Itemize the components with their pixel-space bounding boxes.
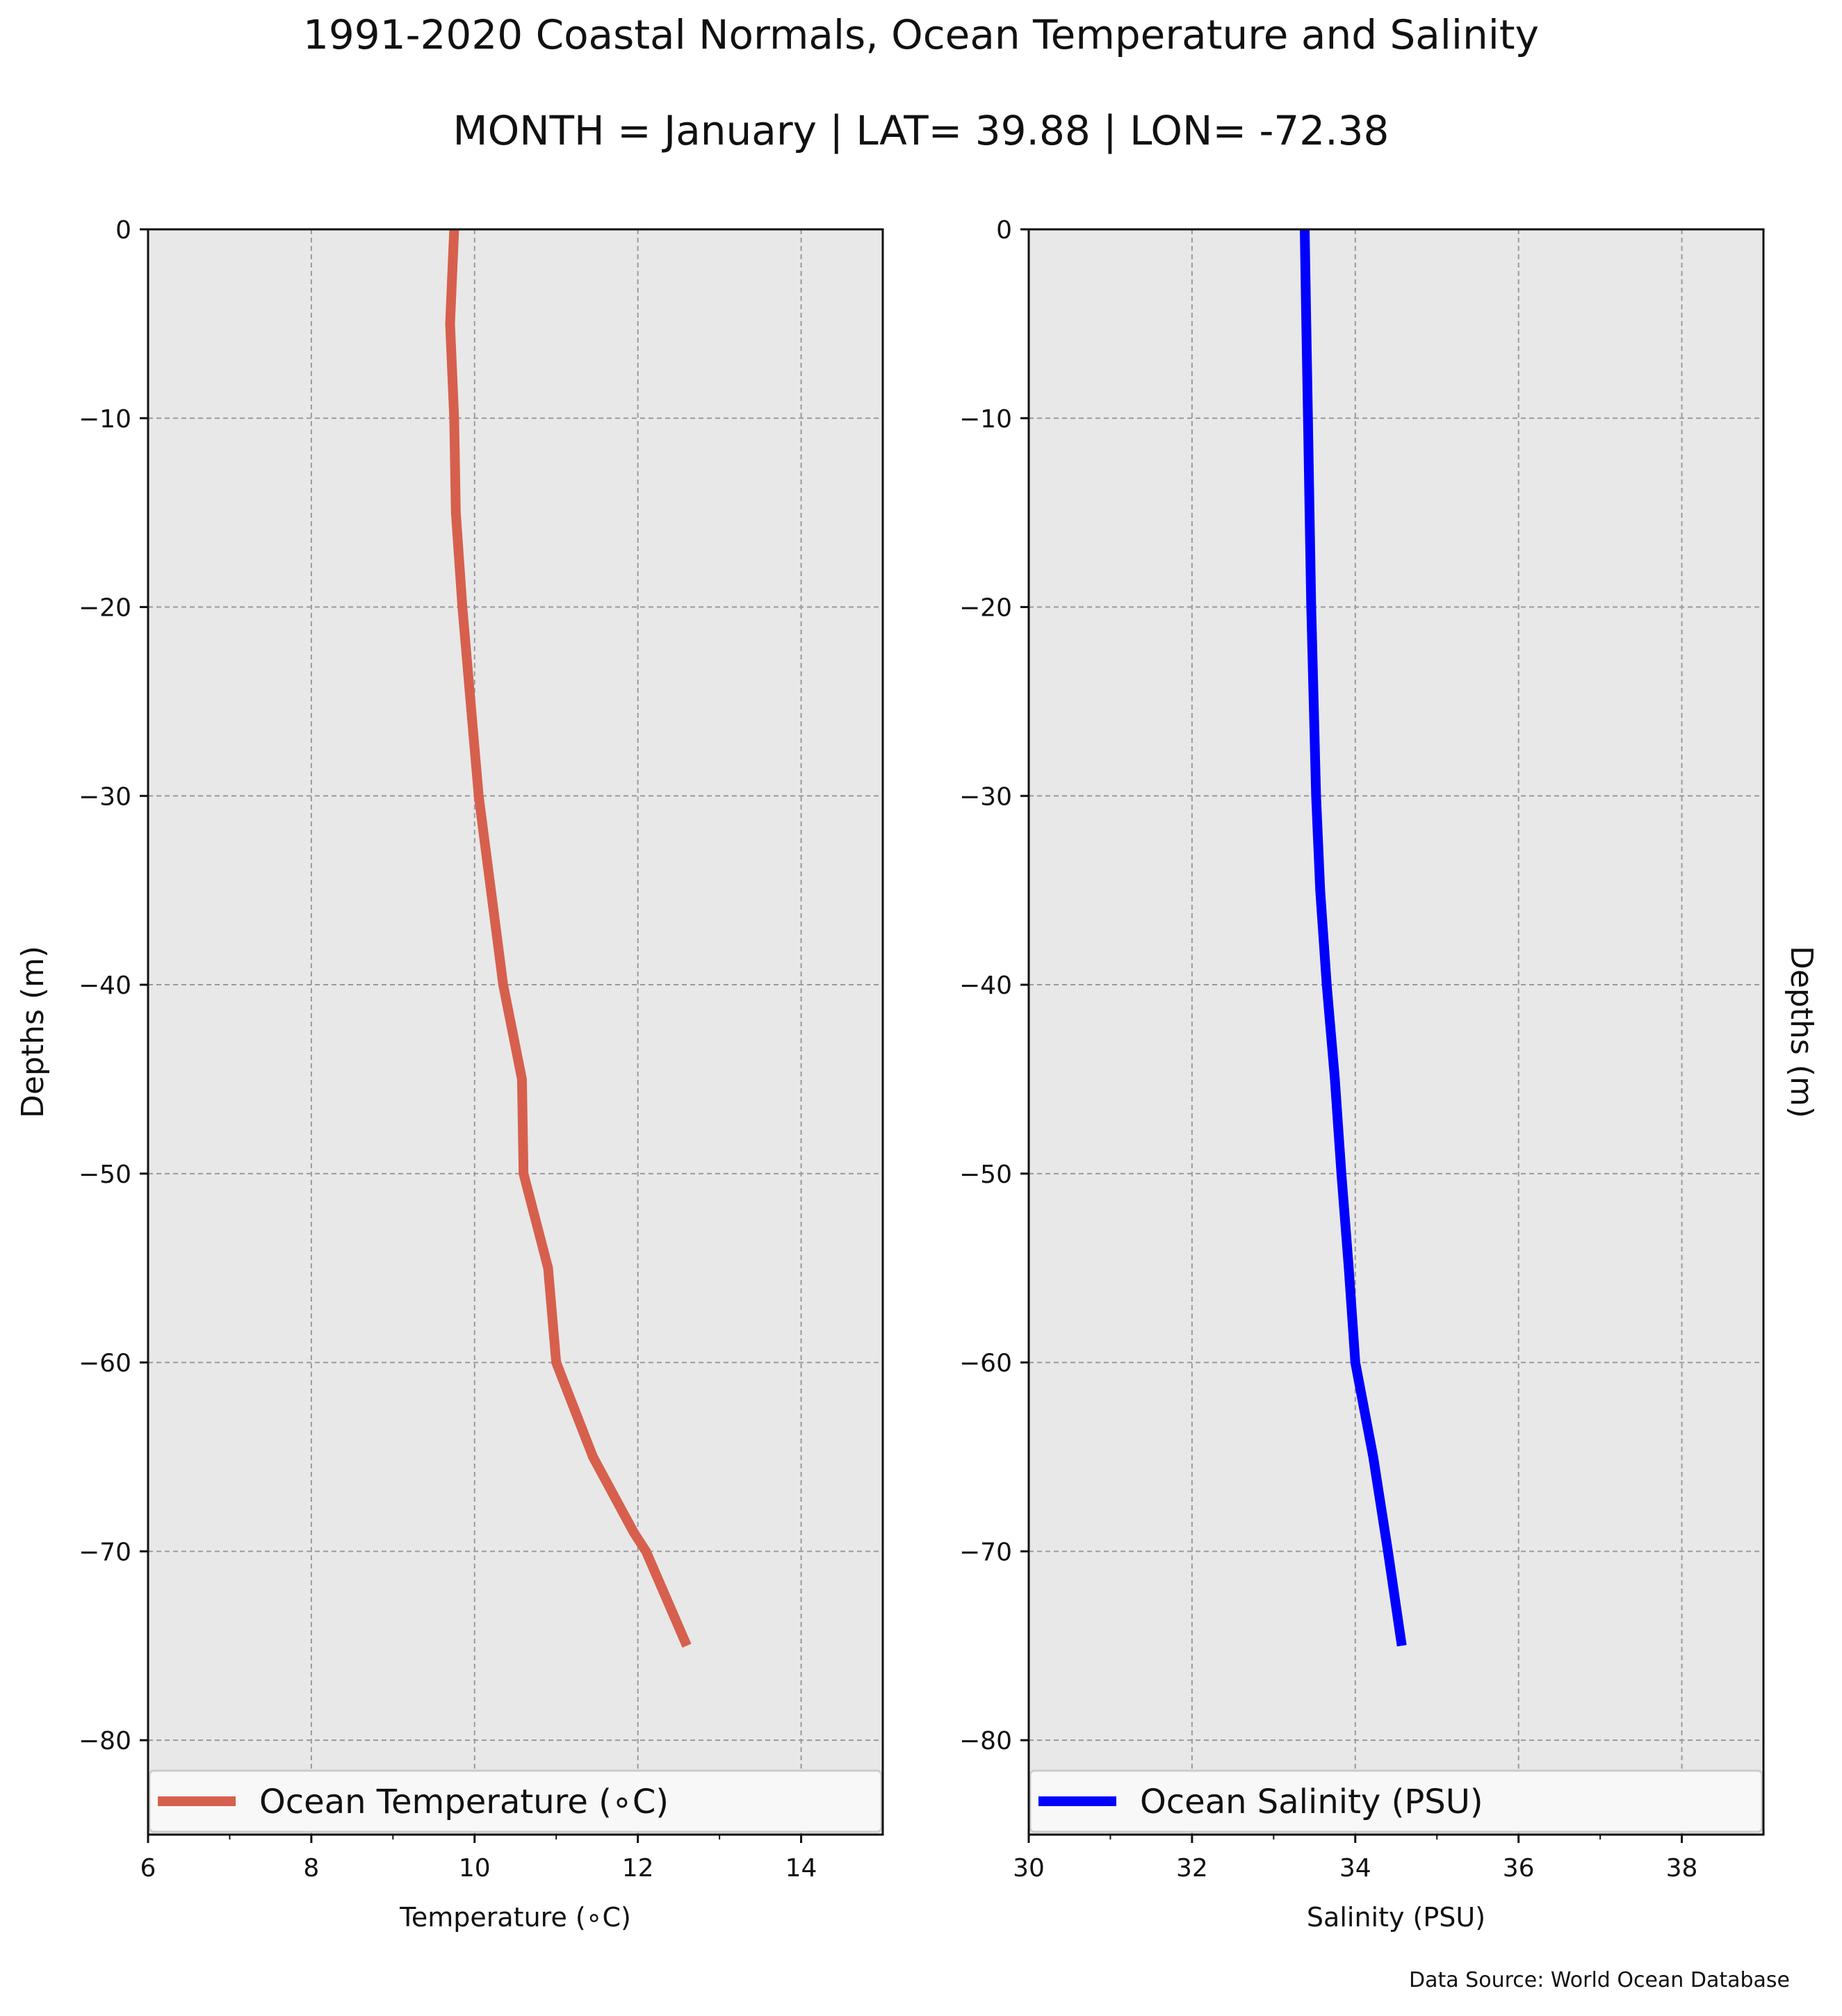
- salinity-plot-area: [1029, 229, 1763, 1835]
- temperature-ytick-label: −40: [79, 972, 131, 1000]
- temperature-ytick-label: 0: [115, 216, 131, 245]
- data-source-note: Data Source: World Ocean Database: [1409, 1968, 1790, 1992]
- salinity-xtick-label: 30: [1013, 1854, 1045, 1883]
- temperature-ytick-label: −80: [79, 1727, 131, 1755]
- temperature-xaxis-label: Temperature (∘C): [399, 1902, 631, 1933]
- salinity-ytick-label: −60: [959, 1350, 1012, 1378]
- temperature-axes-frame: [147, 228, 884, 1836]
- temperature-ytick-label: −50: [79, 1161, 131, 1189]
- salinity-series-line: [1300, 229, 1407, 1647]
- temperature-xtick-label: 8: [303, 1854, 319, 1883]
- temperature-xtick-label: 6: [140, 1854, 156, 1883]
- salinity-xtick-label: 36: [1503, 1854, 1535, 1883]
- temperature-legend-label: Ocean Temperature (∘C): [259, 1783, 669, 1821]
- salinity-ytick-label: −40: [959, 972, 1012, 1000]
- temperature-yaxis-label: Depths (m): [15, 946, 51, 1118]
- salinity-ytick-label: −20: [959, 594, 1012, 623]
- temperature-series-line: [445, 229, 692, 1648]
- chart-title: 1991-2020 Coastal Normals, Ocean Tempera…: [303, 11, 1539, 58]
- salinity-panel: Ocean Salinity (PSU) 30 32 34 36 38 0 −10 −20 −30…: [959, 216, 1819, 1933]
- temperature-xtick-label: 12: [622, 1854, 654, 1883]
- temperature-ytick-label: −30: [79, 782, 131, 811]
- temperature-xtick-label: 10: [459, 1854, 491, 1883]
- salinity-legend-label: Ocean Salinity (PSU): [1140, 1783, 1483, 1821]
- temperature-ytick-label: −10: [79, 405, 131, 434]
- salinity-xtick-label: 34: [1339, 1854, 1371, 1883]
- salinity-xtick-label: 38: [1666, 1854, 1698, 1883]
- salinity-yaxis-label: Depths (m): [1784, 946, 1819, 1118]
- temperature-panel: Ocean Temperature (∘C) 6 8 10 12 14 0 −10 −20 −30…: [15, 216, 884, 1933]
- salinity-ytick-label: −70: [959, 1538, 1012, 1566]
- temperature-ytick-label: −20: [79, 594, 131, 623]
- temperature-xtick-label: 14: [785, 1854, 817, 1883]
- salinity-ytick-label: 0: [996, 216, 1012, 245]
- temperature-ytick-label: −70: [79, 1538, 131, 1566]
- salinity-legend-box: [1029, 1769, 1763, 1833]
- chart-subtitle: MONTH = January | LAT= 39.88 | LON= -72.…: [453, 107, 1389, 154]
- salinity-ytick-label: −50: [959, 1161, 1012, 1189]
- temperature-ytick-label: −60: [79, 1350, 131, 1378]
- temperature-legend-box: [148, 1769, 883, 1833]
- salinity-ytick-label: −80: [959, 1727, 1012, 1755]
- salinity-ytick-label: −30: [959, 782, 1012, 811]
- salinity-ytick-label: −10: [959, 405, 1012, 434]
- salinity-xtick-label: 32: [1176, 1854, 1208, 1883]
- salinity-axes-frame: [1027, 228, 1765, 1836]
- salinity-xaxis-label: Salinity (PSU): [1307, 1902, 1485, 1933]
